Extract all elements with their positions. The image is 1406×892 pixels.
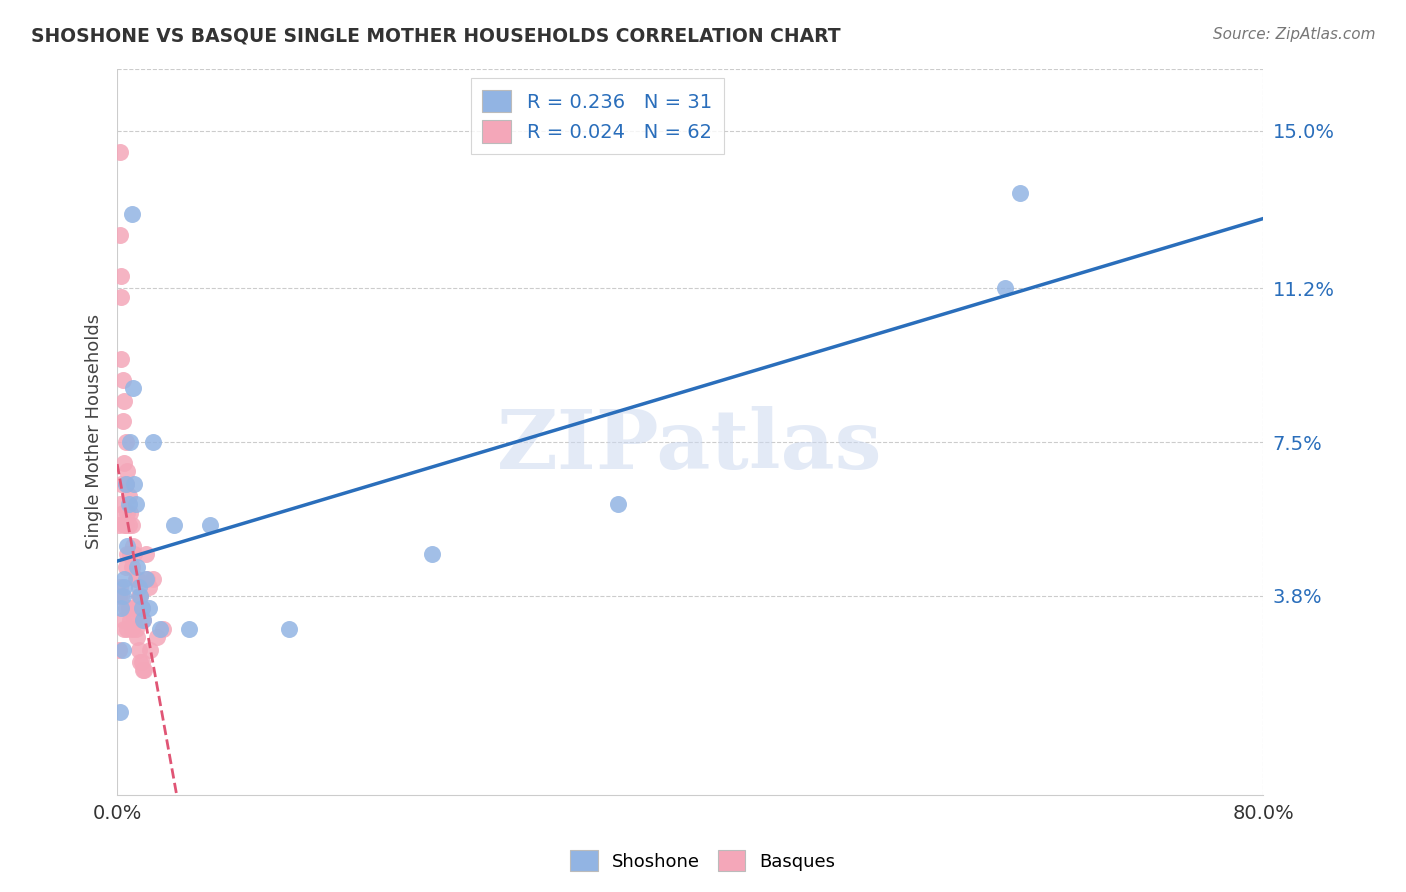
Point [110, 589, 132, 603]
Point [132, 614, 155, 628]
Point [142, 435, 165, 450]
Point [111, 614, 134, 628]
Point [142, 572, 165, 586]
Point [200, 518, 222, 533]
Point [120, 547, 142, 561]
Point [138, 601, 160, 615]
Point [115, 464, 138, 478]
Point [152, 622, 174, 636]
Point [132, 663, 155, 677]
Point [127, 572, 149, 586]
Point [107, 518, 129, 533]
Point [108, 705, 131, 719]
Point [177, 622, 200, 636]
Point [420, 547, 443, 561]
Point [122, 381, 145, 395]
Point [114, 435, 136, 450]
Point [110, 601, 132, 615]
Point [127, 630, 149, 644]
Point [115, 506, 138, 520]
Point [114, 476, 136, 491]
Point [132, 614, 155, 628]
Point [128, 642, 150, 657]
Point [117, 489, 139, 503]
Point [131, 655, 153, 669]
Point [112, 393, 135, 408]
Point [114, 601, 136, 615]
Y-axis label: Single Mother Households: Single Mother Households [86, 314, 103, 549]
Point [110, 476, 132, 491]
Point [110, 290, 132, 304]
Point [124, 614, 146, 628]
Point [114, 476, 136, 491]
Point [120, 435, 142, 450]
Point [127, 559, 149, 574]
Point [111, 642, 134, 657]
Point [124, 547, 146, 561]
Legend: R = 0.236   N = 31, R = 0.024   N = 62: R = 0.236 N = 31, R = 0.024 N = 62 [471, 78, 724, 154]
Point [112, 572, 135, 586]
Point [115, 622, 138, 636]
Point [112, 456, 135, 470]
Point [120, 614, 142, 628]
Point [112, 622, 135, 636]
Point [129, 589, 152, 603]
Point [110, 268, 132, 283]
Point [121, 622, 143, 636]
Point [134, 663, 156, 677]
Point [128, 589, 150, 603]
Point [111, 506, 134, 520]
Point [138, 580, 160, 594]
Point [112, 580, 135, 594]
Point [117, 601, 139, 615]
Point [120, 506, 142, 520]
Point [111, 589, 134, 603]
Point [125, 497, 148, 511]
Point [114, 559, 136, 574]
Point [117, 497, 139, 511]
Point [108, 497, 131, 511]
Point [1008, 186, 1031, 200]
Point [122, 539, 145, 553]
Point [607, 497, 630, 511]
Text: Source: ZipAtlas.com: Source: ZipAtlas.com [1212, 27, 1375, 42]
Point [122, 601, 145, 615]
Point [117, 518, 139, 533]
Point [114, 518, 136, 533]
Point [124, 476, 146, 491]
Point [149, 622, 172, 636]
Point [128, 580, 150, 594]
Point [112, 518, 135, 533]
Point [135, 572, 157, 586]
Point [136, 572, 159, 586]
Point [129, 589, 152, 603]
Point [163, 518, 186, 533]
Point [107, 589, 129, 603]
Point [108, 580, 131, 594]
Point [121, 518, 143, 533]
Point [125, 622, 148, 636]
Point [115, 539, 138, 553]
Point [135, 547, 157, 561]
Point [139, 642, 162, 657]
Point [278, 622, 301, 636]
Point [131, 601, 153, 615]
Point [111, 414, 134, 428]
Point [994, 281, 1017, 295]
Point [108, 145, 131, 159]
Point [108, 227, 131, 242]
Text: SHOSHONE VS BASQUE SINGLE MOTHER HOUSEHOLDS CORRELATION CHART: SHOSHONE VS BASQUE SINGLE MOTHER HOUSEHO… [31, 27, 841, 45]
Point [115, 547, 138, 561]
Point [121, 207, 143, 221]
Legend: Shoshone, Basques: Shoshone, Basques [564, 843, 842, 879]
Point [129, 655, 152, 669]
Point [125, 572, 148, 586]
Point [146, 630, 169, 644]
Point [107, 642, 129, 657]
Point [131, 601, 153, 615]
Text: ZIPatlas: ZIPatlas [498, 406, 883, 486]
Point [111, 373, 134, 387]
Point [110, 351, 132, 366]
Point [121, 559, 143, 574]
